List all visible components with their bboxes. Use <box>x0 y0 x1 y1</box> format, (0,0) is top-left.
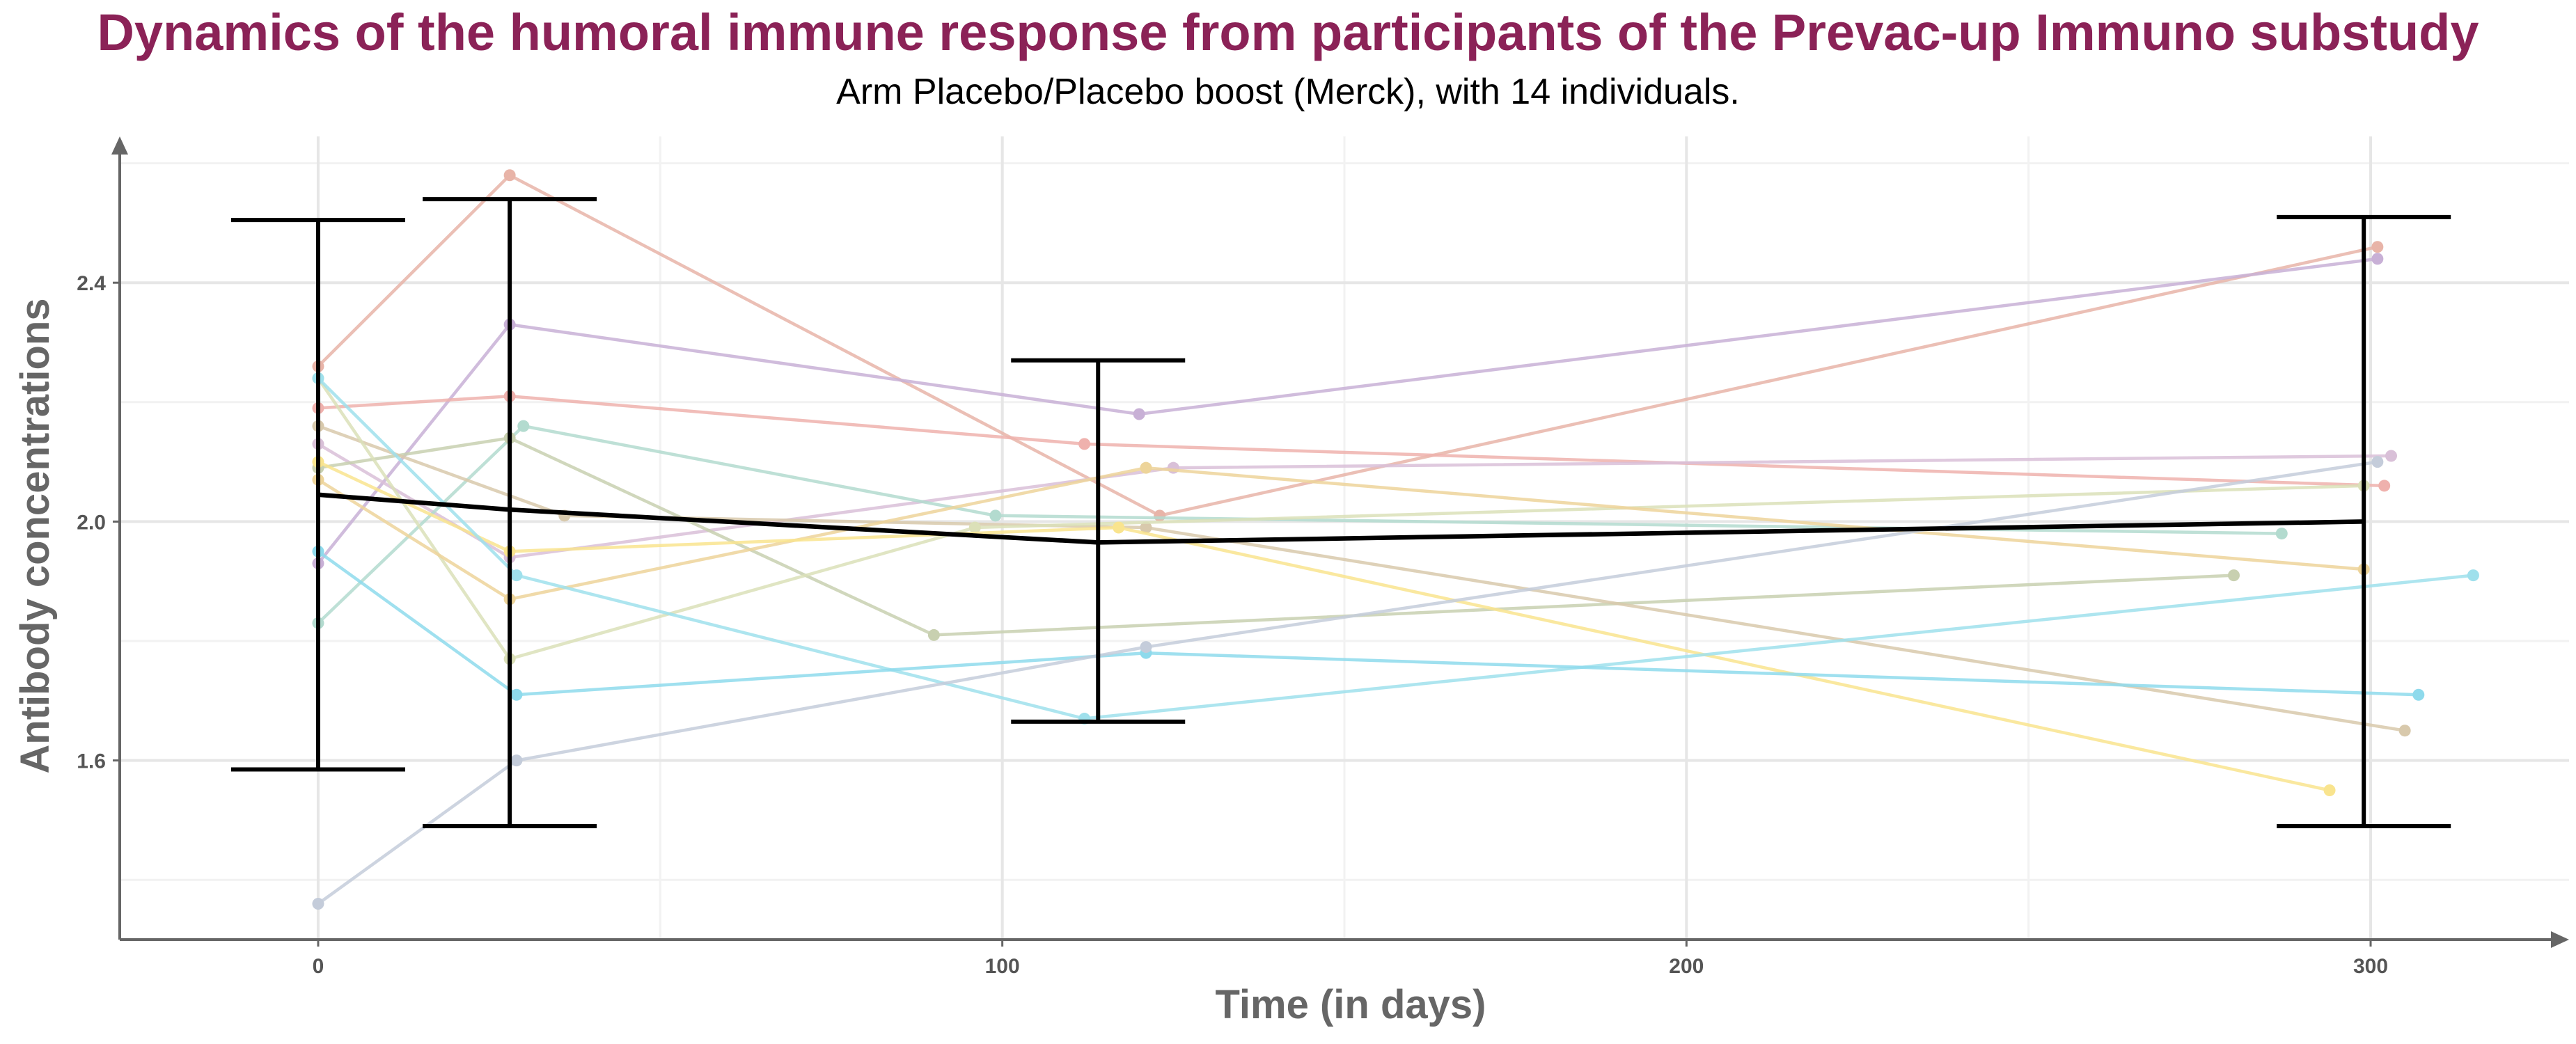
series-5 <box>312 420 2288 629</box>
series-line <box>317 460 2330 792</box>
series-8 <box>312 372 2370 665</box>
x-tick-label: 300 <box>2353 955 2388 978</box>
axes: 0 100 200 300 1.6 2.0 2.4 <box>77 136 2569 978</box>
series-line <box>317 377 2364 661</box>
series-3 <box>312 390 2391 492</box>
series-7 <box>312 420 2411 737</box>
series-point <box>1140 461 1152 474</box>
y-tick-label: 2.0 <box>77 511 106 534</box>
error-bar <box>423 197 597 828</box>
series-point <box>1078 438 1091 450</box>
series-point <box>2378 480 2391 492</box>
series-point <box>2385 450 2398 462</box>
series-point <box>989 509 1002 522</box>
series-line <box>317 424 2282 624</box>
series-line <box>317 436 2234 637</box>
series-point <box>1133 408 1145 420</box>
series-line <box>317 377 2474 720</box>
series-point <box>2227 569 2240 582</box>
chart-title: Dynamics of the humoral immune response … <box>97 3 2479 61</box>
axis-labels: Time (in days) Antibody concentrations <box>13 298 1486 1027</box>
series-point <box>2371 456 2384 468</box>
series-point <box>2467 569 2479 582</box>
mean-line <box>317 492 2364 545</box>
series-point <box>510 754 523 767</box>
x-axis-arrow <box>2551 931 2569 948</box>
x-tick-label: 0 <box>313 955 324 978</box>
series-lines <box>312 169 2479 910</box>
chart-subtitle: Arm Placebo/Placebo boost (Merck), with … <box>836 72 1740 112</box>
series-12 <box>312 545 2425 701</box>
series-line <box>317 257 2378 564</box>
series-line <box>317 424 2405 732</box>
x-axis-title: Time (in days) <box>1216 982 1486 1027</box>
series-point <box>2398 725 2411 737</box>
x-tick-label: 100 <box>985 955 1020 978</box>
series-point <box>510 688 523 701</box>
series-point <box>2275 528 2288 540</box>
error-bar <box>1011 358 1186 724</box>
series-13 <box>312 456 2384 910</box>
error-bar <box>2277 214 2451 828</box>
error-bar <box>230 218 405 772</box>
y-tick-label: 2.4 <box>77 272 106 295</box>
series-line <box>317 460 2378 905</box>
series-point <box>968 521 981 534</box>
series-point <box>1154 509 1166 522</box>
series-point <box>1140 641 1152 654</box>
series-11 <box>312 372 2479 725</box>
series-1 <box>312 169 2384 522</box>
series-line <box>317 550 2419 697</box>
series-10 <box>312 456 2336 797</box>
series-point <box>927 628 940 641</box>
y-axis-arrow <box>111 136 128 155</box>
y-axis-title: Antibody concentrations <box>13 298 58 773</box>
series-6 <box>312 432 2240 641</box>
series-point <box>1113 521 1125 534</box>
series-point <box>1140 521 1152 534</box>
series-point <box>503 169 516 182</box>
series-point <box>312 898 324 910</box>
series-point <box>517 420 530 432</box>
series-line <box>317 394 2385 488</box>
mean-with-error-bars <box>230 197 2451 828</box>
x-tick-label: 200 <box>1669 955 1704 978</box>
series-point <box>2412 688 2425 701</box>
series-line <box>317 466 2364 601</box>
series-point <box>510 569 523 582</box>
series-point <box>2371 241 2384 253</box>
series-line <box>317 173 2378 518</box>
series-point <box>2323 784 2336 797</box>
series-point <box>2371 253 2384 265</box>
y-tick-label: 1.6 <box>77 750 106 773</box>
